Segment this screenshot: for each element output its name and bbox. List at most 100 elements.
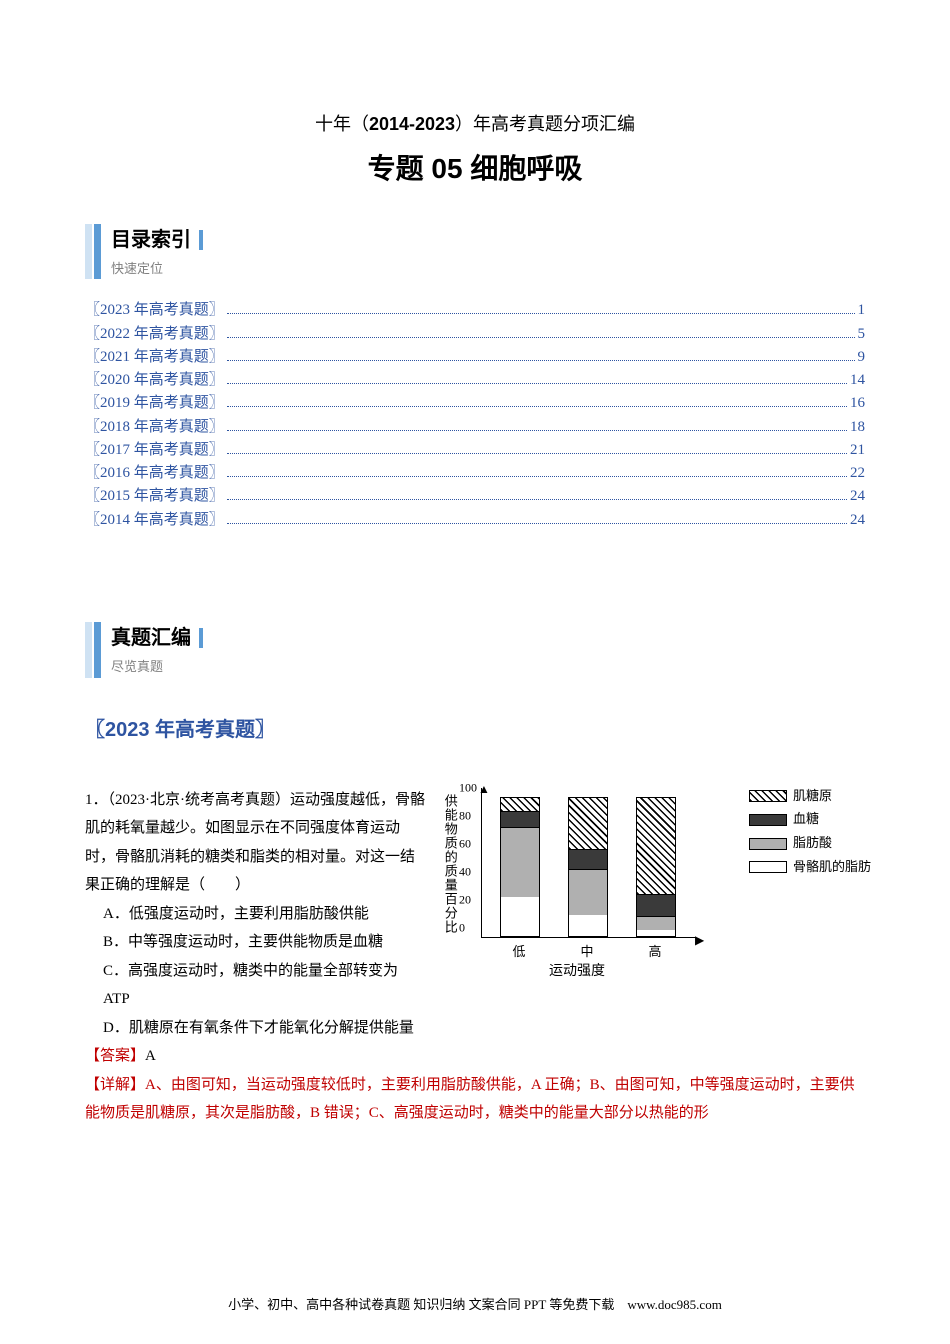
legend-label: 骨骼肌的脂肪 bbox=[793, 857, 871, 878]
subtitle-prefix: 十年（ bbox=[315, 114, 369, 134]
x-tick: 高 bbox=[648, 942, 661, 963]
toc-item[interactable]: 〖2020 年高考真题〗 14 bbox=[85, 369, 865, 392]
toc-item[interactable]: 〖2021 年高考真题〗 9 bbox=[85, 346, 865, 369]
bar-segment-fatty bbox=[637, 916, 675, 930]
toc-dots bbox=[227, 499, 847, 500]
bar-stack bbox=[636, 797, 676, 937]
question-stem: 1．（2023·北京·统考高考真题）运动强度越低，骨骼肌的耗氧量越少。如图显示在… bbox=[85, 786, 425, 900]
arrow-right-icon: ▶ bbox=[695, 931, 704, 950]
year-heading: 〖2023 年高考真题〗 bbox=[85, 714, 865, 746]
x-axis-label: 运动强度 bbox=[549, 961, 605, 983]
toc-item[interactable]: 〖2019 年高考真题〗 16 bbox=[85, 392, 865, 415]
toc-page: 24 bbox=[850, 485, 865, 508]
toc-label: 〖2022 年高考真题〗 bbox=[85, 323, 224, 346]
toc-dots bbox=[227, 453, 847, 454]
toc-dots bbox=[227, 523, 847, 524]
compilation-title: 真题汇编 bbox=[111, 622, 191, 654]
toc-page: 22 bbox=[850, 462, 865, 485]
main-title: 专题 05 细胞呼吸 bbox=[85, 147, 865, 192]
subtitle-year-range: 2014-2023 bbox=[369, 114, 455, 134]
bar-stack bbox=[500, 797, 540, 937]
toc-item[interactable]: 〖2017 年高考真题〗 21 bbox=[85, 439, 865, 462]
bar-segment-blood bbox=[637, 894, 675, 916]
toc-label: 〖2019 年高考真题〗 bbox=[85, 392, 224, 415]
toc-page: 18 bbox=[850, 416, 865, 439]
toc-page: 24 bbox=[850, 509, 865, 532]
toc-dots bbox=[227, 430, 847, 431]
bar-segment-fatty bbox=[501, 827, 539, 897]
toc-label: 〖2018 年高考真题〗 bbox=[85, 416, 224, 439]
legend-item: 血糖 bbox=[749, 809, 871, 830]
legend-item: 骨骼肌的脂肪 bbox=[749, 857, 871, 878]
option-b: B．中等强度运动时，主要供能物质是血糖 bbox=[85, 928, 425, 957]
toc-page: 5 bbox=[858, 323, 866, 346]
toc-label: 〖2016 年高考真题〗 bbox=[85, 462, 224, 485]
y-tick: 60 bbox=[459, 834, 471, 853]
toc-page: 9 bbox=[858, 346, 866, 369]
section-header-compilation: 真题汇编 尽览真题 bbox=[85, 622, 865, 678]
bar-segment-blood bbox=[569, 849, 607, 869]
toc-page: 1 bbox=[858, 299, 866, 322]
bar-segment-fat bbox=[637, 930, 675, 936]
header-bar-outer bbox=[85, 622, 92, 678]
toc-page: 16 bbox=[850, 392, 865, 415]
toc-item[interactable]: 〖2018 年高考真题〗 18 bbox=[85, 416, 865, 439]
toc-title: 目录索引 bbox=[111, 224, 191, 256]
y-tick: 0 bbox=[459, 918, 465, 937]
section-header-toc: 目录索引 快速定位 bbox=[85, 224, 865, 280]
x-tick: 低 bbox=[512, 942, 525, 963]
toc-page: 21 bbox=[850, 439, 865, 462]
compilation-subtitle: 尽览真题 bbox=[111, 657, 203, 678]
table-of-contents: 〖2023 年高考真题〗1〖2022 年高考真题〗5〖2021 年高考真题〗9〖… bbox=[85, 299, 865, 532]
toc-label: 〖2023 年高考真题〗 bbox=[85, 299, 224, 322]
toc-label: 〖2014 年高考真题〗 bbox=[85, 509, 224, 532]
explanation: 【详解】A、由图可知，当运动强度较低时，主要利用脂肪酸供能，A 正确；B、由图可… bbox=[85, 1071, 865, 1128]
toc-item[interactable]: 〖2015 年高考真题〗 24 bbox=[85, 485, 865, 508]
toc-label: 〖2021 年高考真题〗 bbox=[85, 346, 224, 369]
legend-item: 肌糖原 bbox=[749, 786, 871, 807]
plot-area bbox=[481, 788, 696, 938]
bars-row bbox=[500, 797, 676, 937]
toc-item[interactable]: 〖2014 年高考真题〗 24 bbox=[85, 509, 865, 532]
x-tick: 中 bbox=[580, 942, 593, 963]
bar-segment-glycogen bbox=[569, 797, 607, 849]
header-bar-inner bbox=[94, 224, 101, 280]
header-accent-icon bbox=[199, 230, 203, 250]
toc-item[interactable]: 〖2022 年高考真题〗 5 bbox=[85, 323, 865, 346]
option-a: A．低强度运动时，主要利用脂肪酸供能 bbox=[85, 900, 425, 929]
legend-swatch-icon bbox=[749, 814, 787, 826]
legend-swatch-icon bbox=[749, 790, 787, 802]
answer-line: 【答案】A bbox=[85, 1042, 865, 1071]
option-d: D．肌糖原在有氧条件下才能氧化分解提供能量 bbox=[85, 1014, 425, 1043]
subtitle: 十年（2014-2023）年高考真题分项汇编 bbox=[85, 110, 865, 139]
option-c: C．高强度运动时，糖类中的能量全部转变为 ATP bbox=[85, 957, 425, 1014]
bar-segment-fatty bbox=[569, 869, 607, 915]
toc-label: 〖2020 年高考真题〗 bbox=[85, 369, 224, 392]
y-axis-label: 供能物质的质量百分比 bbox=[439, 794, 460, 934]
legend-label: 肌糖原 bbox=[793, 786, 832, 807]
legend-label: 血糖 bbox=[793, 809, 819, 830]
toc-dots bbox=[227, 406, 847, 407]
toc-dots bbox=[227, 476, 847, 477]
toc-label: 〖2015 年高考真题〗 bbox=[85, 485, 224, 508]
explain-text: A、由图可知，当运动强度较低时，主要利用脂肪酸供能，A 正确；B、由图可知，中等… bbox=[85, 1077, 855, 1122]
y-tick: 20 bbox=[459, 890, 471, 909]
toc-dots bbox=[227, 360, 855, 361]
toc-dots bbox=[227, 383, 847, 384]
y-tick: 40 bbox=[459, 862, 471, 881]
chart-legend: 肌糖原血糖脂肪酸骨骼肌的脂肪 bbox=[749, 786, 871, 881]
question-block: 1．（2023·北京·统考高考真题）运动强度越低，骨骼肌的耗氧量越少。如图显示在… bbox=[85, 786, 865, 1043]
bar-segment-fat bbox=[501, 897, 539, 936]
toc-item[interactable]: 〖2016 年高考真题〗 22 bbox=[85, 462, 865, 485]
toc-page: 14 bbox=[850, 369, 865, 392]
header-accent-icon bbox=[199, 628, 203, 648]
header-bar-inner bbox=[94, 622, 101, 678]
toc-subtitle: 快速定位 bbox=[111, 259, 203, 280]
toc-item[interactable]: 〖2023 年高考真题〗 1 bbox=[85, 299, 865, 322]
y-tick: 100 bbox=[459, 778, 477, 797]
toc-label: 〖2017 年高考真题〗 bbox=[85, 439, 224, 462]
y-tick: 80 bbox=[459, 806, 471, 825]
header-bar-outer bbox=[85, 224, 92, 280]
bar-segment-blood bbox=[501, 811, 539, 826]
answer-value: A bbox=[145, 1048, 156, 1064]
